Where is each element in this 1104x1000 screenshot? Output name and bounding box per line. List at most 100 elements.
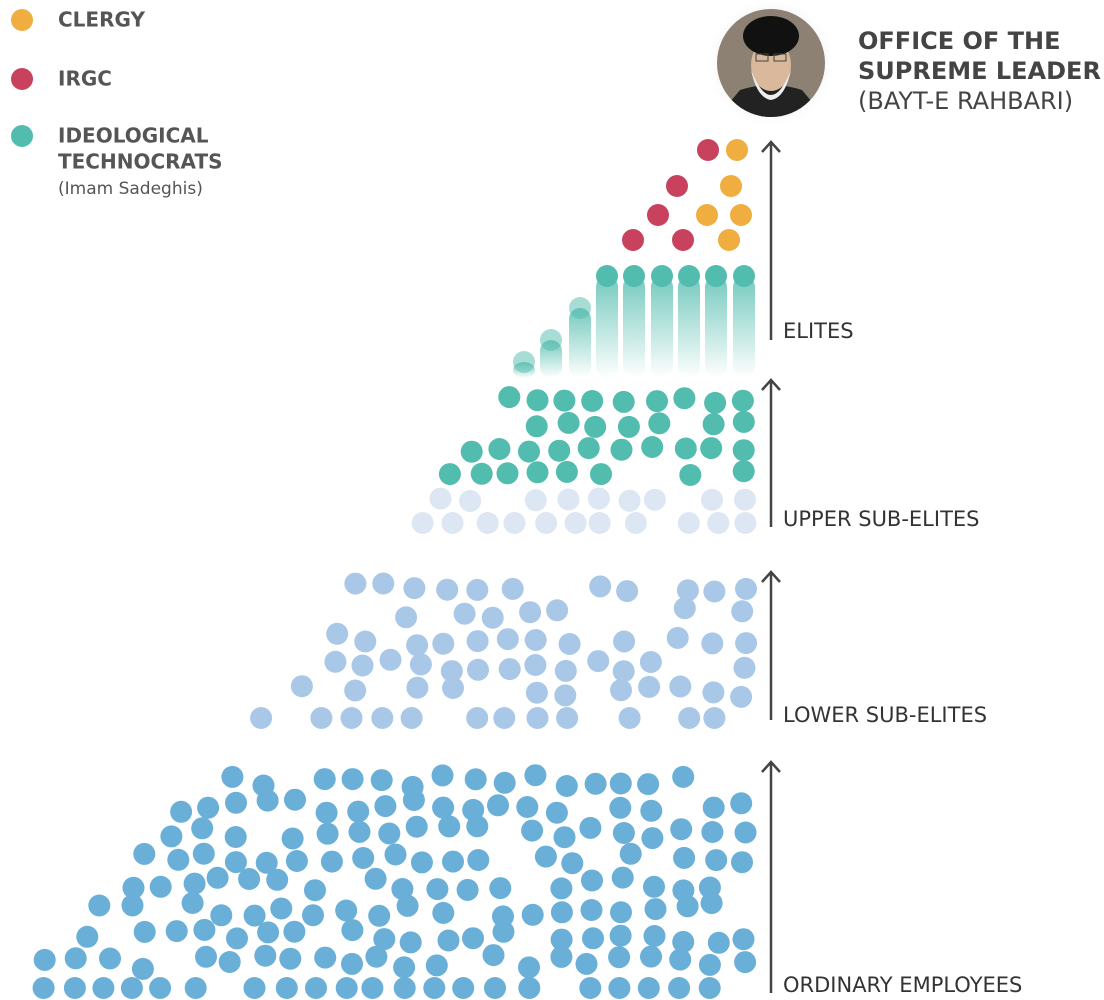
dot — [182, 892, 204, 914]
dot — [734, 512, 756, 534]
dot — [526, 682, 548, 704]
dot — [672, 879, 694, 901]
tier-label: ORDINARY EMPLOYEES — [783, 973, 1022, 997]
legend-label: IDEOLOGICAL — [58, 124, 209, 148]
dot — [457, 879, 479, 901]
dot — [735, 822, 757, 844]
dot — [442, 512, 464, 534]
dot — [726, 139, 748, 161]
dot — [441, 660, 463, 682]
dot — [705, 265, 727, 287]
dot — [499, 658, 521, 680]
dot — [207, 867, 229, 889]
dot — [123, 877, 145, 899]
dot — [579, 817, 601, 839]
dot — [637, 773, 659, 795]
dot — [167, 849, 189, 871]
dot — [521, 820, 543, 842]
dot — [556, 775, 578, 797]
dot — [191, 817, 213, 839]
dot — [550, 877, 572, 899]
dot — [92, 977, 114, 999]
dot — [76, 926, 98, 948]
dot — [589, 575, 611, 597]
infographic: CLERGY IRGC IDEOLOGICAL TECHNOCRATS (Ima… — [0, 0, 1104, 1000]
leader-subtitle: (BAYT-E RAHBARI) — [858, 87, 1073, 115]
dot — [394, 977, 416, 999]
dot — [699, 877, 721, 899]
dot — [197, 797, 219, 819]
dot — [527, 461, 549, 483]
dot — [590, 463, 612, 485]
dot — [133, 843, 155, 865]
dot — [253, 775, 275, 797]
dot — [703, 413, 725, 435]
dot — [426, 954, 448, 976]
dot — [730, 792, 752, 814]
dot — [225, 792, 247, 814]
dot — [678, 512, 700, 534]
dot — [326, 623, 348, 645]
dot — [702, 681, 724, 703]
dot — [432, 797, 454, 819]
dot — [611, 439, 633, 461]
dot — [423, 977, 445, 999]
arrow — [762, 380, 780, 527]
dot — [638, 676, 660, 698]
dot — [623, 265, 645, 287]
dot — [380, 649, 402, 671]
dot — [466, 579, 488, 601]
dot — [731, 600, 753, 622]
dot — [581, 870, 603, 892]
dot — [613, 391, 635, 413]
dot — [578, 437, 600, 459]
dot — [160, 825, 182, 847]
leader-title: SUPREME LEADER — [858, 57, 1101, 85]
dot — [341, 919, 363, 941]
leader-title: OFFICE OF THE — [858, 27, 1061, 55]
dot — [494, 772, 516, 794]
dot — [524, 764, 546, 786]
dot — [344, 573, 366, 595]
dot — [678, 265, 700, 287]
dot — [608, 977, 630, 999]
dot — [316, 802, 338, 824]
dot — [579, 977, 601, 999]
dot — [638, 977, 660, 999]
dot — [527, 707, 549, 729]
dot — [477, 512, 499, 534]
dot — [734, 657, 756, 679]
dot — [391, 878, 413, 900]
dot — [610, 901, 632, 923]
dot — [525, 489, 547, 511]
dot — [121, 977, 143, 999]
dot — [703, 707, 725, 729]
legend-label: TECHNOCRATS — [58, 150, 223, 174]
dot — [584, 416, 606, 438]
dot — [576, 953, 598, 975]
dot — [673, 387, 695, 409]
dot — [609, 797, 631, 819]
dot — [403, 577, 425, 599]
dot — [484, 977, 506, 999]
dot — [701, 489, 723, 511]
dot — [166, 920, 188, 942]
dot — [305, 977, 327, 999]
dot — [616, 580, 638, 602]
dot — [703, 797, 725, 819]
dot — [282, 828, 304, 850]
dot — [410, 653, 432, 675]
dot — [64, 977, 86, 999]
dot — [466, 707, 488, 729]
dot — [707, 512, 729, 534]
dot — [581, 899, 603, 921]
dot — [699, 954, 721, 976]
fade-bar — [623, 276, 645, 378]
leader: OFFICE OF THE SUPREME LEADER (BAYT-E RAH… — [705, 0, 1101, 129]
dot — [352, 655, 374, 677]
dot — [587, 650, 609, 672]
dot — [310, 707, 332, 729]
dot — [619, 490, 641, 512]
dot — [462, 927, 484, 949]
legend-label: CLERGY — [58, 8, 145, 32]
